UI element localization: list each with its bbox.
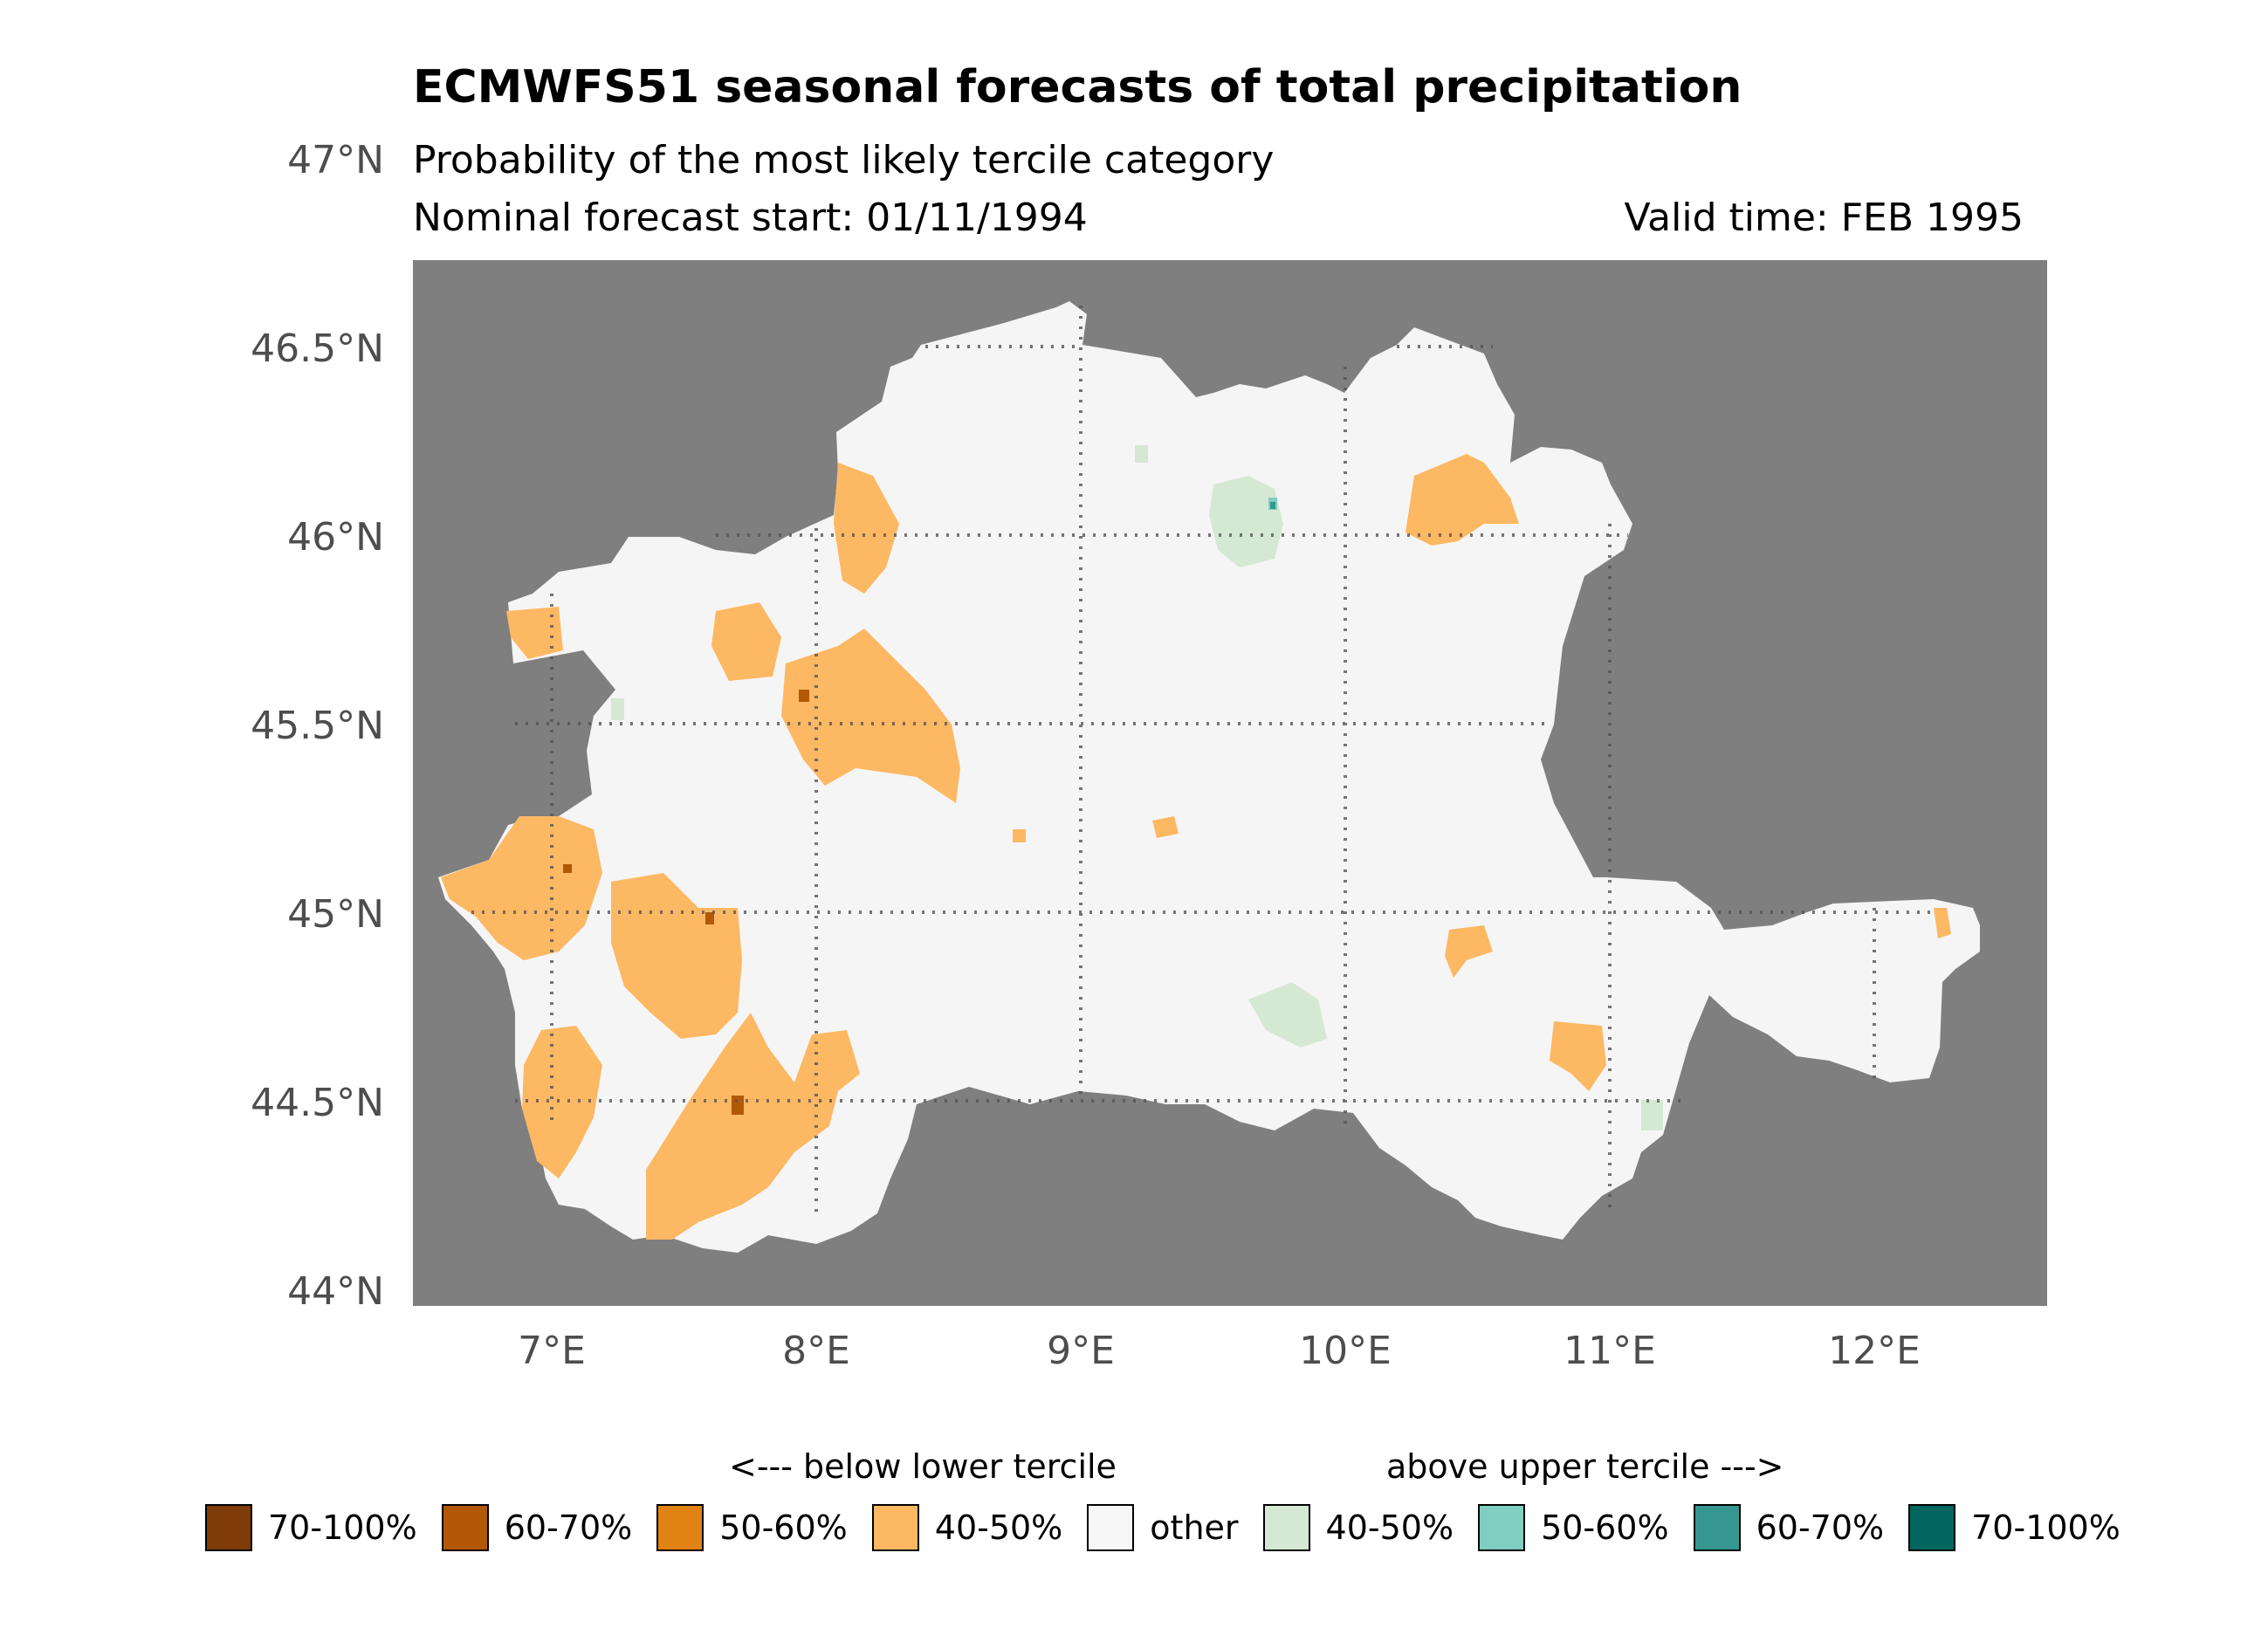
graticule: [471, 306, 1938, 1213]
legend-swatch: [1908, 1504, 1956, 1551]
lat-tick-labels: 47°N 46.5°N 46°N 45.5°N 45°N 44.5°N 44°N: [251, 138, 384, 1314]
lon-tick-labels: 7°E 8°E 9°E 10°E 11°E 12°E: [518, 1329, 1921, 1373]
land-region: [438, 301, 1980, 1253]
legend-label: 40-50%: [1325, 1508, 1454, 1547]
legend-label: 70-100%: [268, 1508, 417, 1547]
lon-tick-label: 10°E: [1299, 1329, 1392, 1373]
legend-swatch: [1693, 1504, 1741, 1551]
legend-label: 40-50%: [934, 1508, 1063, 1547]
legend-swatch: [656, 1504, 704, 1551]
lon-tick-label: 8°E: [782, 1329, 850, 1373]
map-subtitle: Probability of the most likely tercile c…: [413, 138, 1275, 182]
lat-tick-label: 45°N: [287, 892, 384, 937]
legend-label: 50-60%: [719, 1508, 848, 1547]
lat-tick-label: 46.5°N: [251, 326, 384, 371]
legend-swatch: [1478, 1504, 1526, 1551]
below-tercile-high-prob-pixels: [563, 690, 809, 1115]
legend-below-caption: <--- below lower tercile: [729, 1447, 1117, 1486]
legend-label: other: [1150, 1508, 1239, 1547]
lon-tick-label: 12°E: [1828, 1329, 1921, 1373]
legend-label: 50-60%: [1541, 1508, 1669, 1547]
lat-tick-label: 44.5°N: [251, 1081, 384, 1125]
legend-swatch: [871, 1504, 919, 1551]
legend-item: 60-70%: [441, 1504, 633, 1551]
legend-swatch: [1087, 1504, 1135, 1551]
legend-item: 50-60%: [656, 1504, 848, 1551]
legend-item: 40-50%: [871, 1504, 1063, 1551]
legend-swatch: [441, 1504, 489, 1551]
legend-label: 60-70%: [504, 1508, 633, 1547]
legend-label: 70-100%: [1971, 1508, 2120, 1547]
legend-item: 40-50%: [1262, 1504, 1454, 1551]
legend-item: 70-100%: [1908, 1504, 2120, 1551]
lat-tick-label: 47°N: [287, 138, 384, 182]
legend-item: other: [1087, 1504, 1239, 1551]
legend-above-caption: above upper tercile --->: [1386, 1447, 1784, 1486]
legend: 70-100% 60-70% 50-60% 40-50% other 40-50…: [205, 1504, 2120, 1551]
forecast-start-text: Nominal forecast start: 01/11/1994: [413, 196, 1088, 240]
above-tercile-40-50-patches: [611, 445, 1663, 1130]
lon-tick-label: 11°E: [1564, 1329, 1656, 1373]
lat-tick-label: 46°N: [287, 515, 384, 560]
valid-time-text: Valid time: FEB 1995: [1624, 196, 2024, 240]
lat-tick-label: 45.5°N: [251, 704, 384, 748]
legend-item: 60-70%: [1693, 1504, 1885, 1551]
legend-swatch: [1262, 1504, 1310, 1551]
lon-tick-label: 9°E: [1047, 1329, 1115, 1373]
legend-swatch: [205, 1504, 252, 1551]
lon-tick-label: 7°E: [518, 1329, 586, 1373]
above-tercile-60-70-pixel: [1270, 502, 1275, 509]
map-title: ECMWFS51 seasonal forecasts of total pre…: [413, 61, 1742, 113]
legend-label: 60-70%: [1756, 1508, 1885, 1547]
legend-item: 50-60%: [1478, 1504, 1669, 1551]
legend-item: 70-100%: [205, 1504, 417, 1551]
lat-tick-label: 44°N: [287, 1269, 384, 1314]
